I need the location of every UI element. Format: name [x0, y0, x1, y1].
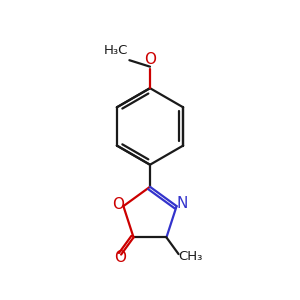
- Text: O: O: [114, 250, 126, 265]
- Text: O: O: [144, 52, 156, 67]
- Text: O: O: [112, 197, 124, 212]
- Text: H₃C: H₃C: [103, 44, 128, 57]
- Text: N: N: [176, 196, 188, 211]
- Text: CH₃: CH₃: [179, 250, 203, 263]
